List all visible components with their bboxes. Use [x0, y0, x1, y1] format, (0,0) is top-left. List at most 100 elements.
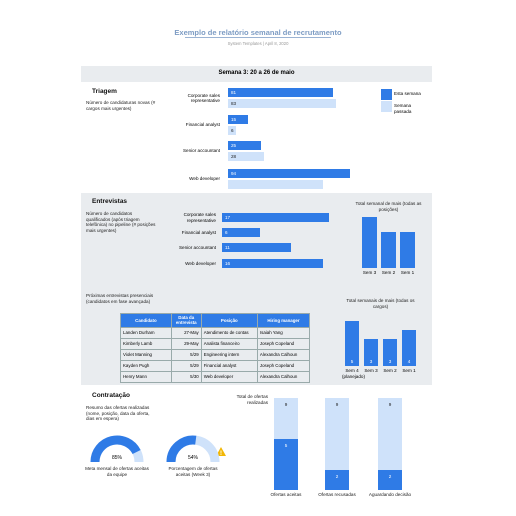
table: Candidato Data da entrevista Posição Hiring… — [120, 313, 311, 383]
value-label: 6 — [225, 230, 228, 235]
gauge-value — [166, 435, 197, 463]
chart-title: Total de ofertas realizadas — [236, 394, 268, 405]
week-banner — [81, 66, 432, 82]
bar — [378, 469, 402, 490]
value-label: 25 — [231, 143, 237, 148]
category-label: Ofertas aceitas — [270, 492, 302, 497]
cell: Landen Durham — [120, 326, 172, 339]
cell: Analista financeiro — [200, 337, 258, 350]
gauge-caption: Meta mensal de ofertas aceitas da equipe — [85, 466, 149, 477]
category-label: Web developer — [189, 176, 220, 182]
category-label: Sem 3 — [364, 368, 378, 373]
bar — [362, 217, 377, 268]
value-label: 81 — [231, 90, 237, 95]
cell: Isaiah Yang — [256, 326, 311, 339]
bar: 11 — [222, 243, 292, 252]
value-label: 6 — [231, 128, 234, 133]
cell: Atendimento de contas — [200, 326, 258, 339]
cell: Henry Mann — [120, 370, 172, 383]
value-label: 4 — [407, 359, 411, 364]
cell: 29-May — [170, 337, 202, 350]
value-label: 5 — [350, 359, 354, 364]
header-cell: Data da entrevista — [170, 313, 202, 328]
category-label: Sem 2 — [383, 368, 397, 373]
cell: Alexandra Calhoun — [256, 348, 311, 361]
value-label: 15 — [231, 117, 237, 122]
cell: Joseph Copeland — [256, 359, 311, 372]
value-label: 28 — [231, 154, 237, 159]
value-label: 5 — [284, 442, 288, 448]
value-label: 94 — [231, 171, 237, 176]
row: Henry Mann 5/30 Web developer Alexandra Cal… — [120, 370, 311, 383]
bar — [228, 180, 323, 189]
week: Semana 3: 20 a 26 de maio — [218, 70, 295, 77]
bar: 94 — [228, 169, 351, 178]
caption: Próximas entrevistas presenciais (candid… — [86, 293, 154, 304]
warning-mark: ! — [220, 451, 222, 457]
bar: 6 — [222, 228, 260, 237]
category-label: Sem 3 — [362, 270, 377, 275]
value-label: 83 — [231, 101, 237, 106]
row: Violet Manning 5/29 Engineering intern Alex… — [120, 348, 311, 361]
category-label: Ofertas recusadas — [318, 492, 356, 497]
bar — [274, 438, 298, 490]
cell: 5/29 — [170, 348, 202, 361]
gauge-value — [90, 435, 141, 463]
cell: 27-May — [170, 326, 202, 339]
value-label: 17 — [225, 215, 231, 220]
bar — [381, 231, 396, 268]
category-label: Senior accountant — [178, 244, 216, 250]
category-label: Financial analyst — [185, 122, 220, 128]
cell: Financial analyst — [200, 359, 258, 372]
bar — [400, 231, 415, 268]
gauge-label: 85% — [111, 455, 122, 461]
legend-label: Esta semana — [394, 91, 421, 96]
bar: 17 — [222, 213, 330, 222]
cell: Engineering intern — [200, 348, 258, 361]
gauge-caption: Porcentagem de ofertas aceitas (Week 3) — [168, 466, 218, 477]
category-label: Web developer — [185, 260, 216, 266]
legend-label: Semana passada — [394, 103, 412, 114]
row: Landen Durham 27-May Atendimento de contas… — [120, 326, 311, 339]
row: Kimberly Lamb 29-May Analista financeiro Jo… — [120, 337, 311, 350]
gauge-label: 54% — [187, 455, 198, 461]
cell: Joseph Copeland — [256, 337, 311, 350]
heading: Entrevistas — [92, 198, 128, 205]
header-cell: Hiring manager — [256, 313, 311, 328]
header-cell: Candidato — [120, 313, 172, 328]
description: Resumo das ofertas realizadas (nome, pos… — [86, 405, 150, 421]
bar — [383, 339, 397, 366]
chart-title: Total semanais de mais (todas os cargos) — [346, 298, 415, 309]
title-rule — [185, 37, 331, 38]
category-label: Aguardando decisão — [368, 492, 412, 497]
chart-title: Total semanal de mais (todas as posições… — [355, 201, 422, 212]
title: Exemplo de relatório semanal de recrutam… — [174, 28, 342, 37]
legend-swatch — [381, 89, 392, 100]
category-label: Corporate sales representative — [183, 212, 216, 223]
bar: 6 — [228, 126, 236, 135]
value-label: 9 — [335, 402, 339, 407]
bar: 16 — [222, 259, 323, 268]
bar — [402, 330, 416, 366]
cell: Violet Manning — [120, 348, 172, 361]
category-label: Sem 2 — [381, 270, 396, 275]
heading: Contratação — [92, 392, 130, 399]
cell: Alexandra Calhoun — [256, 370, 311, 383]
category-label: Sem 1 — [400, 270, 415, 275]
value-label: 16 — [225, 261, 231, 266]
category-label: Financial analyst — [181, 229, 216, 235]
value-label: 9 — [284, 402, 288, 407]
bar — [345, 321, 359, 366]
cell: Web developer — [200, 370, 258, 383]
bar: 25 — [228, 141, 261, 150]
row: Kayden Pugh 5/29 Financial analyst Joseph C… — [120, 359, 311, 372]
bar: 81 — [228, 88, 334, 97]
bar — [364, 339, 378, 366]
description: Número de candidaturas novas (# cargos m… — [86, 100, 156, 111]
subtitle: System Templates | April 8, 2020 — [227, 41, 289, 46]
cell: Kayden Pugh — [120, 359, 172, 372]
category-label: Corporate sales representative — [187, 92, 220, 104]
bar: 15 — [228, 115, 248, 124]
